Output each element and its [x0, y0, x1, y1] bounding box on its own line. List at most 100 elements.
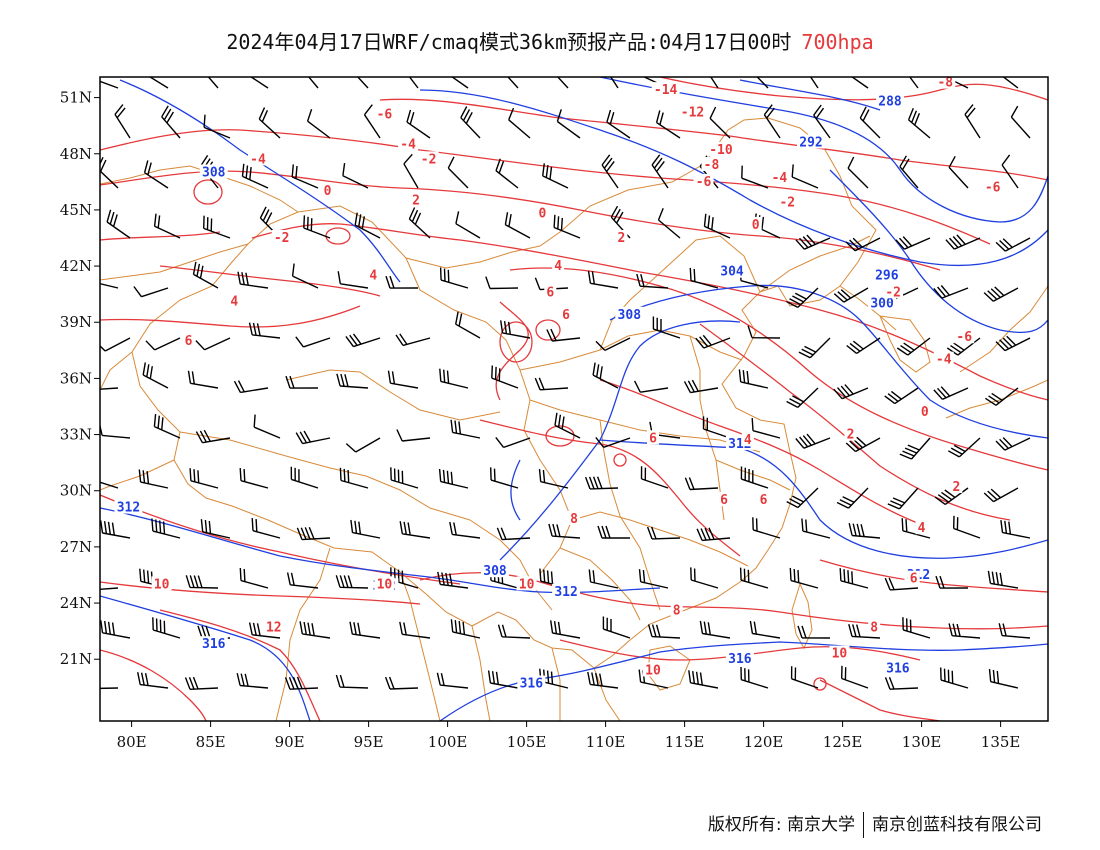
- height-contour-label: 316: [886, 662, 910, 677]
- height-contour-label-bg: [725, 651, 754, 666]
- wind-barb: [451, 77, 469, 89]
- wind-barb: [142, 362, 169, 389]
- wind-barb: [251, 518, 281, 539]
- wind-barb: [786, 287, 819, 309]
- temperature-contour-label: 6: [185, 334, 193, 349]
- wind-barb: [439, 267, 469, 289]
- temperature-contour-label-bg: [398, 136, 419, 151]
- wind-barb: [336, 373, 369, 389]
- wind-barb: [203, 215, 231, 239]
- wind-barb: [740, 466, 769, 489]
- wind-barb: [859, 106, 881, 139]
- wind-barb: [895, 236, 931, 250]
- temperature-contour-label: -2: [885, 285, 901, 300]
- wind-barb: [248, 322, 281, 339]
- wind-barb: [1002, 77, 1019, 89]
- title-text: 2024年04月17日WRF/cmaq模式36km预报产品:04月17日00时: [226, 30, 792, 54]
- temperature-contour-label-bg: [321, 183, 334, 198]
- wind-barbs: [100, 77, 1031, 690]
- wind-barb: [947, 437, 981, 458]
- y-tick-label: 51N: [60, 89, 92, 107]
- height-contour-label: 316: [202, 637, 226, 652]
- temperature-contour-label: 2: [847, 428, 855, 443]
- wind-barb: [500, 320, 531, 339]
- x-tick-label: 130E: [902, 733, 942, 751]
- temperature-contour-label: 10: [377, 577, 393, 592]
- wind-barb: [945, 234, 981, 250]
- y-tick-label: 39N: [60, 313, 92, 331]
- wind-barb: [884, 577, 919, 591]
- temperature-contour-label-bg: [693, 173, 714, 188]
- temperature-contour-label: -4: [250, 152, 266, 167]
- temperature-contour-label: 6: [649, 431, 657, 446]
- temperature-contour-label-bg: [248, 151, 268, 166]
- temperature-contour-label-bg: [749, 216, 762, 231]
- wind-barb: [948, 155, 969, 189]
- wind-barb: [983, 487, 1019, 503]
- wind-barb: [342, 163, 369, 189]
- wind-barb: [739, 567, 769, 589]
- y-tick-label: 36N: [60, 369, 92, 387]
- wind-barb: [696, 527, 731, 542]
- wind-barb: [399, 521, 431, 539]
- height-contour-label: 316: [728, 652, 752, 667]
- temperature-contour-label-bg: [933, 351, 954, 366]
- wind-barb: [839, 568, 869, 589]
- wind-barb: [187, 370, 219, 389]
- wind-barb: [192, 261, 219, 289]
- wind-barb: [789, 567, 819, 589]
- wind-barb: [200, 519, 231, 539]
- temperature-contour-label-bg: [718, 492, 731, 507]
- contour-labels: 2882922963003043083083083123123123123123…: [114, 74, 1003, 692]
- height-contour-label: 296: [875, 268, 899, 283]
- wind-barb: [695, 334, 731, 349]
- height-contour-label-bg: [552, 583, 581, 598]
- wind-barb: [836, 487, 869, 509]
- wind-barb: [100, 481, 119, 489]
- wind-barb: [100, 520, 131, 539]
- wind-barb: [455, 211, 481, 239]
- x-tick-label: 105E: [507, 733, 547, 751]
- y-tick-label: 42N: [60, 257, 92, 275]
- height-contour-label: 316: [520, 677, 544, 692]
- y-tick-label: 21N: [60, 650, 92, 668]
- wind-barb: [495, 436, 531, 449]
- wind-barb: [306, 108, 331, 139]
- wind-barb: [699, 620, 731, 639]
- wind-barb: [998, 623, 1031, 639]
- wind-barb: [740, 666, 769, 689]
- wind-barb: [896, 337, 931, 356]
- wind-barb: [786, 487, 819, 509]
- wind-barb: [554, 412, 581, 439]
- temperature-contour-label: -4: [936, 353, 952, 368]
- temperature-contour-label: -2: [779, 195, 795, 210]
- temperature-contour-label: 4: [554, 259, 562, 274]
- wind-barb: [337, 271, 369, 289]
- wind-barb: [508, 107, 531, 139]
- temperature-contour-label: 2: [412, 194, 420, 209]
- temperature-contour-label: 4: [744, 433, 752, 448]
- wind-barb: [655, 110, 681, 139]
- wind-barb: [408, 77, 419, 89]
- height-contour-label: 308: [618, 308, 642, 323]
- x-tick-label: 135E: [981, 733, 1021, 751]
- wind-barb: [286, 572, 319, 589]
- temperature-contour-label-bg: [907, 570, 920, 585]
- wind-barb: [447, 156, 469, 189]
- wind-barb: [850, 77, 869, 89]
- wind-barb: [100, 282, 119, 289]
- wind-barb: [763, 104, 781, 139]
- temperature-contour-label-bg: [982, 179, 1003, 194]
- wind-barb: [449, 521, 481, 539]
- wind-barb: [884, 676, 919, 690]
- wind-barb: [948, 623, 981, 639]
- wind-barb: [845, 436, 881, 453]
- wind-barb: [587, 270, 619, 289]
- height-contour-label-bg: [199, 636, 228, 651]
- wind-barb: [790, 666, 819, 689]
- temperature-contour-label-bg: [560, 306, 573, 321]
- wind-barb: [597, 525, 630, 539]
- temperature-contour-label-bg: [615, 230, 628, 244]
- wind-barb: [437, 571, 469, 589]
- x-tick-label: 125E: [823, 733, 863, 751]
